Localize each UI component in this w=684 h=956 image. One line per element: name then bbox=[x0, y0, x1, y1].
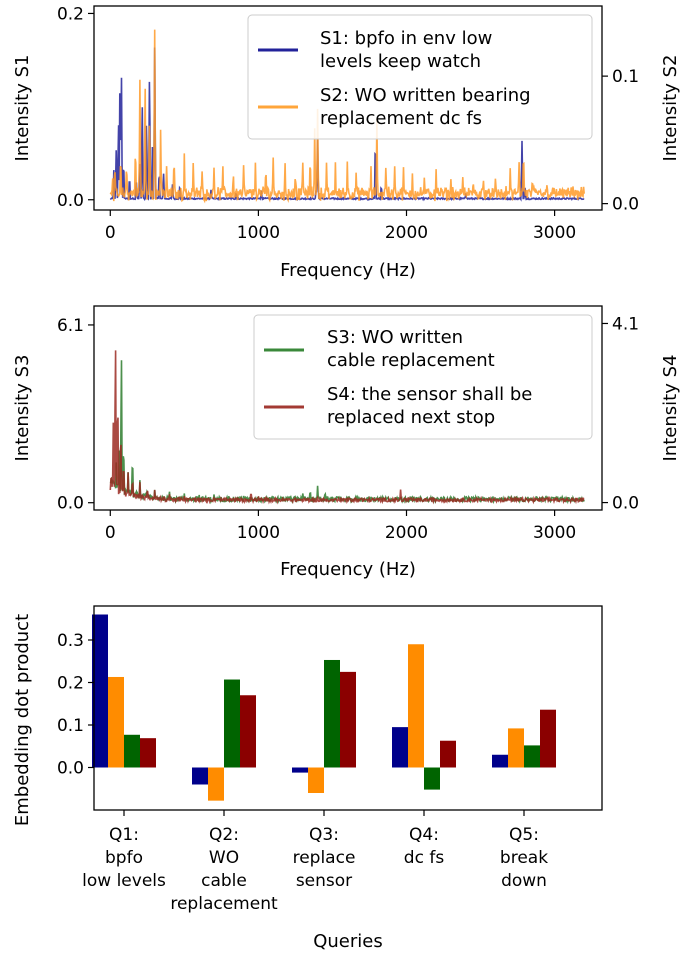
panel-2-y-right-ticks: 0.0 4.1 bbox=[602, 314, 639, 514]
bar-q5-s3 bbox=[524, 745, 540, 768]
x-tick-label: 0 bbox=[105, 223, 116, 243]
y-tick-label: 0.0 bbox=[57, 191, 84, 211]
panel-1-x-ticks: 0 1000 2000 3000 bbox=[105, 210, 576, 243]
x-tick-label: 1000 bbox=[237, 223, 280, 243]
bar-q4-s4 bbox=[440, 740, 456, 768]
x-tick-label-q5: Q5: break down bbox=[500, 825, 548, 891]
y-tick-label: 0.2 bbox=[57, 674, 84, 694]
x-tick-label-q4: Q4: dc fs bbox=[404, 825, 445, 868]
bar-q3-s1 bbox=[292, 767, 308, 773]
x-tick-label: 1000 bbox=[237, 523, 280, 543]
bar-q4-s1 bbox=[392, 727, 408, 768]
bar-q1-s1 bbox=[92, 614, 108, 768]
panel-2-y-right-label: Intensity S4 bbox=[660, 355, 681, 462]
panel-2-x-ticks: 0 1000 2000 3000 bbox=[105, 510, 576, 543]
panel-1-x-label: Frequency (Hz) bbox=[280, 260, 416, 281]
x-tick-label: 0 bbox=[105, 523, 116, 543]
y-tick-label: 0.0 bbox=[57, 494, 84, 514]
y-tick-label: 0.0 bbox=[57, 759, 84, 779]
series-line-2 bbox=[109, 29, 585, 204]
x-tick-label-q2: Q2: WO cable replacement bbox=[170, 825, 278, 914]
legend-label-s4: S4: the sensor shall be replaced next st… bbox=[327, 384, 538, 428]
panel-1-y-left-label: Intensity S1 bbox=[12, 55, 33, 162]
panel-1-y-right-label: Intensity S2 bbox=[660, 55, 681, 162]
panel-1-frame bbox=[93, 5, 603, 211]
panel-2-frame bbox=[93, 305, 603, 511]
bar-q3-s2 bbox=[308, 767, 324, 793]
panel-1-plot-area bbox=[109, 29, 585, 204]
bar-q3-s3 bbox=[324, 659, 340, 768]
bar-q2-s4 bbox=[240, 695, 256, 768]
panel-2-plot-area bbox=[109, 350, 585, 505]
panel-3-frame bbox=[93, 605, 603, 811]
bar-q1-s2 bbox=[108, 676, 124, 768]
series-line-2 bbox=[109, 350, 585, 505]
x-tick-label: 2000 bbox=[385, 523, 428, 543]
bar-q5-s4 bbox=[540, 709, 556, 768]
panel-1-y-right-ticks: 0.0 0.1 bbox=[602, 67, 639, 215]
y-tick-label: 0.3 bbox=[57, 631, 84, 651]
y-tick-label: 0.1 bbox=[57, 716, 84, 736]
x-tick-label: 3000 bbox=[533, 523, 576, 543]
x-tick-label: 3000 bbox=[533, 223, 576, 243]
panel-2-x-label: Frequency (Hz) bbox=[280, 559, 416, 580]
legend-label-s1: S1: bpfo in env low levels keep watch bbox=[320, 28, 498, 72]
y-tick-label: 0.2 bbox=[57, 4, 84, 24]
x-tick-label-q3: Q3: replace sensor bbox=[293, 825, 356, 891]
y-right-tick-label: 0.1 bbox=[612, 67, 639, 87]
x-tick-label: 2000 bbox=[385, 223, 428, 243]
bar-q2-s3 bbox=[224, 679, 240, 768]
panel-1: 0 1000 2000 3000 0.0 0.2 0.0 0.1 Frequency (H… bbox=[12, 4, 681, 281]
panel-1-legend: S1: bpfo in env low levels keep watch S2… bbox=[247, 14, 593, 140]
legend-label-s3: S3: WO written cable replacement bbox=[327, 327, 495, 371]
bar-q5-s2 bbox=[508, 728, 524, 768]
bar-q1-s4 bbox=[140, 738, 156, 768]
bar-q4-s2 bbox=[408, 644, 424, 768]
y-right-tick-label: 0.0 bbox=[612, 195, 639, 215]
bar-q3-s4 bbox=[340, 671, 356, 768]
y-right-tick-label: 0.0 bbox=[612, 494, 639, 514]
legend-label-s2: S2: WO written bearing replacement dc fs bbox=[320, 85, 536, 129]
bar-q4-s3 bbox=[424, 767, 440, 790]
bar-q1-s3 bbox=[124, 734, 140, 768]
panel-3-bars bbox=[92, 614, 556, 801]
panel-3-y-ticks: 0.0 0.1 0.2 0.3 bbox=[57, 631, 94, 779]
y-tick-label: 6.1 bbox=[57, 316, 84, 336]
panel-3-y-label: Embedding dot product bbox=[12, 614, 33, 826]
panel-2-legend: S3: WO written cable replacement S4: the… bbox=[253, 314, 593, 440]
bar-q5-s1 bbox=[492, 754, 508, 768]
y-right-tick-label: 4.1 bbox=[612, 314, 639, 334]
bar-q2-s2 bbox=[208, 767, 224, 801]
bar-q2-s1 bbox=[192, 767, 208, 785]
panel-2-y-left-label: Intensity S3 bbox=[12, 355, 33, 462]
x-tick-label-q1: Q1: bpfo low levels bbox=[82, 825, 166, 891]
panel-2: 0 1000 2000 3000 0.0 6.1 0.0 4.1 Frequency (H… bbox=[12, 305, 681, 580]
panel-2-y-left-ticks: 0.0 6.1 bbox=[57, 316, 94, 514]
panel-1-y-left-ticks: 0.0 0.2 bbox=[57, 4, 94, 211]
panel-3-x-label: Queries bbox=[313, 931, 383, 952]
